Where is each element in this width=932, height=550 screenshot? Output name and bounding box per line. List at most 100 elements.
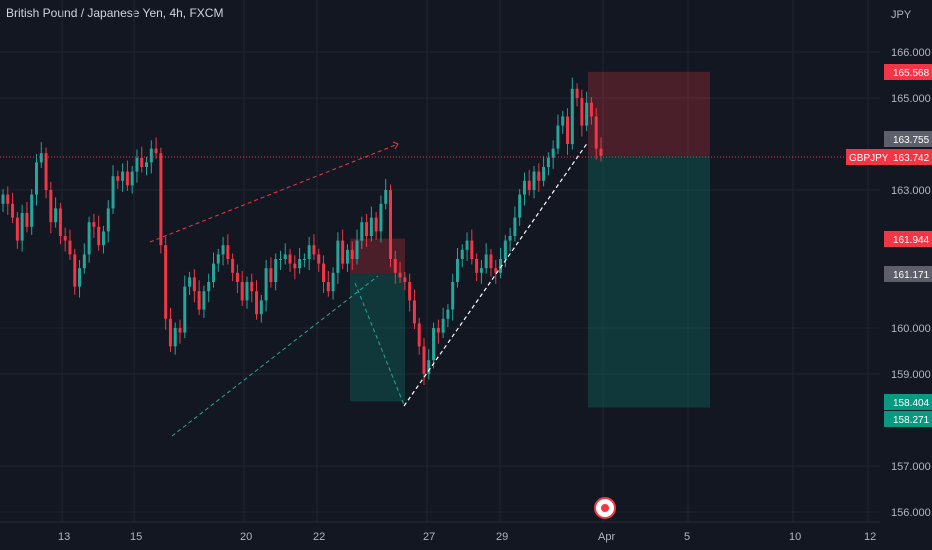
candle-body <box>202 291 206 310</box>
candle-body <box>393 259 397 273</box>
candle <box>451 273 455 321</box>
candle <box>312 234 316 260</box>
candle <box>269 257 273 288</box>
candle-body <box>216 254 220 264</box>
candle <box>231 253 235 282</box>
candle-body <box>106 208 110 232</box>
candle <box>1 189 5 213</box>
candle <box>389 184 393 268</box>
candle-body <box>307 245 311 259</box>
time-tick: 29 <box>496 531 508 543</box>
candle <box>298 247 302 274</box>
event-marker-icon[interactable] <box>594 497 616 519</box>
candle-body <box>484 254 488 269</box>
candle-body <box>470 240 474 259</box>
candle <box>432 322 436 369</box>
candle-body <box>326 282 330 292</box>
candle <box>259 294 263 323</box>
candle <box>379 195 383 243</box>
current-price-tag <box>846 149 932 165</box>
candle-body <box>1 194 5 204</box>
price-tick: 160.000 <box>891 323 931 335</box>
candle <box>542 155 546 187</box>
candle-body <box>97 226 101 246</box>
candle <box>398 261 402 283</box>
candle <box>49 181 53 234</box>
candle-body <box>479 268 483 273</box>
current-price-text: 163.742 <box>893 153 930 164</box>
price-tick: 157.000 <box>891 461 931 473</box>
candle <box>283 243 287 265</box>
candle <box>527 169 531 196</box>
candle-body <box>432 328 436 361</box>
candle-body <box>585 102 589 126</box>
candle-body <box>441 318 445 333</box>
candle <box>54 197 58 228</box>
time-tick: 15 <box>130 531 142 543</box>
candle <box>20 204 24 252</box>
time-tick: 5 <box>684 531 690 543</box>
candle <box>44 147 48 199</box>
target-zone-right <box>588 155 710 408</box>
candle-body <box>58 208 62 236</box>
candle <box>350 241 354 271</box>
candle-body <box>417 323 421 347</box>
trend-line-drop <box>354 282 405 406</box>
candle <box>250 273 254 303</box>
candle-body <box>398 272 402 278</box>
candle-body <box>379 203 383 232</box>
candle-body <box>63 236 67 241</box>
candle <box>513 206 517 242</box>
candle-body <box>503 240 507 259</box>
candle <box>240 270 244 306</box>
candle-body <box>436 328 440 333</box>
candle <box>221 236 225 266</box>
candle <box>460 244 464 268</box>
candle-body <box>427 360 431 374</box>
candle <box>532 166 536 199</box>
candle <box>97 215 101 251</box>
trend-line-rise <box>403 141 589 407</box>
candle <box>121 163 125 192</box>
candle <box>216 248 220 272</box>
candle <box>585 91 589 132</box>
candle-body <box>451 282 455 310</box>
candle <box>441 307 445 339</box>
candle-body <box>207 282 211 292</box>
time-tick: 20 <box>240 531 252 543</box>
candle-body <box>82 254 86 269</box>
candle <box>30 189 34 236</box>
candle <box>566 108 570 156</box>
candle <box>503 235 507 268</box>
candle-body <box>522 180 526 195</box>
candle <box>522 172 526 206</box>
candle <box>484 243 488 274</box>
candle-body <box>125 171 129 186</box>
candle-body <box>25 213 29 227</box>
time-tick: 10 <box>789 531 801 543</box>
time-tick: Apr <box>598 531 615 543</box>
price-tick: 163.000 <box>891 185 931 197</box>
candle-body <box>389 190 393 259</box>
candle <box>173 322 177 355</box>
candle <box>408 273 412 312</box>
arrow-head <box>392 141 399 150</box>
candle-body <box>537 171 541 181</box>
candle <box>369 206 373 242</box>
candle-body <box>446 309 450 319</box>
candle-body <box>259 300 263 315</box>
candle <box>63 227 67 252</box>
candle-body <box>15 217 19 241</box>
candle-body <box>6 194 10 204</box>
candle <box>183 275 187 339</box>
candle <box>479 259 483 284</box>
candle-body <box>140 157 144 167</box>
candle-body <box>245 282 249 301</box>
candle <box>87 216 91 263</box>
candle-body <box>116 176 120 181</box>
candle <box>446 304 450 328</box>
candle <box>274 253 278 291</box>
candle-body <box>336 240 340 273</box>
